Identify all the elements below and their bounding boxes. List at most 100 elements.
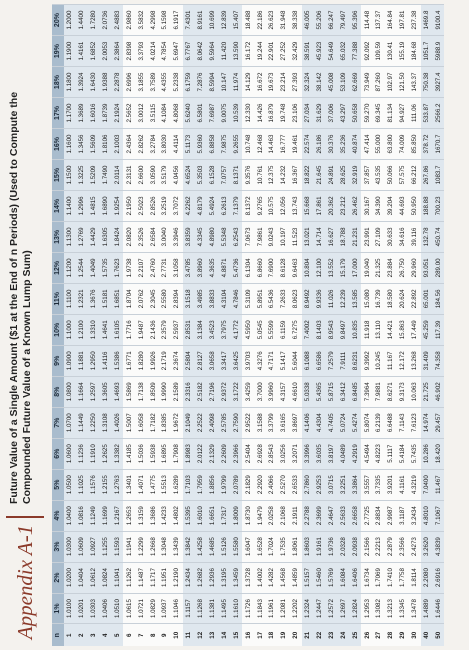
value-cell: 1.6305: [99, 221, 112, 253]
value-cell: 184.68: [408, 35, 421, 67]
value-cell: 14.714: [313, 221, 326, 253]
value-cell: 2.0053: [99, 35, 112, 67]
period-cell: 26: [361, 624, 374, 646]
value-cell: 8.1403: [313, 314, 326, 346]
value-cell: 1.3676: [87, 283, 100, 315]
period-cell: 15: [230, 624, 243, 646]
value-cell: 24.891: [325, 159, 338, 191]
value-cell: 1.2100: [75, 314, 88, 346]
value-cell: 184.56: [432, 283, 445, 315]
value-cell: 1.4685: [206, 531, 219, 563]
value-cell: 5.3109: [242, 283, 255, 315]
value-cell: 1.3082: [373, 593, 385, 624]
value-cell: 1.2081: [277, 593, 290, 624]
value-cell: 1.8509: [147, 376, 160, 408]
value-cell: 14.426: [254, 97, 267, 129]
value-cell: 1.7182: [147, 407, 160, 439]
value-cell: 34.390: [373, 190, 385, 222]
value-cell: 10.539: [230, 97, 243, 129]
value-cell: 3.8030: [159, 128, 171, 160]
value-cell: 1.3439: [170, 531, 183, 563]
period-cell: 7: [135, 624, 148, 646]
value-cell: 3.7335: [373, 469, 385, 501]
value-cell: 10.245: [373, 345, 385, 377]
table-row: 15 1.1610 1.3459 1.5580 1.8009 2.0789 2.3966 2.…: [230, 4, 243, 646]
period-cell: 27: [373, 624, 385, 646]
value-cell: 5.4365: [313, 376, 326, 408]
value-cell: 1.2434: [182, 562, 195, 594]
value-cell: 2.4364: [123, 128, 136, 160]
value-cell: 1.8280: [135, 345, 148, 377]
value-cell: 22.901: [266, 35, 278, 67]
value-cell: 3.2251: [337, 469, 350, 501]
value-cell: 5.6240: [182, 97, 195, 129]
value-cell: 1.3225: [75, 159, 88, 191]
value-cell: 1.2202: [289, 593, 302, 624]
value-cell: 5.0338: [301, 376, 314, 408]
value-cell: 8.1372: [242, 190, 255, 222]
value-cell: 3.6425: [230, 345, 243, 377]
value-cell: 2.7196: [206, 376, 219, 408]
value-cell: 7.1067: [432, 500, 445, 532]
value-cell: 2.5404: [242, 438, 255, 470]
period-cell: 10: [170, 624, 183, 646]
value-cell: 2566.2: [432, 97, 445, 129]
value-cell: 23.106: [289, 97, 302, 129]
value-cell: 1.7410: [384, 562, 397, 594]
value-cell: 4.7171: [266, 345, 278, 377]
value-cell: 6.1759: [182, 66, 195, 98]
value-cell: 2.1950: [123, 190, 136, 222]
value-cell: 8.6271: [384, 376, 397, 408]
value-cell: 26.623: [266, 4, 278, 36]
value-cell: 1.1249: [87, 500, 100, 532]
value-cell: 95.396: [349, 4, 362, 36]
value-cell: 1.4400: [75, 4, 88, 36]
column-header: 2%: [52, 562, 64, 594]
value-cell: 3.2519: [159, 190, 171, 222]
value-cell: 15.080: [361, 283, 374, 315]
value-cell: 1.5036: [135, 438, 148, 470]
value-cell: 5.0545: [254, 314, 267, 346]
value-cell: 2.4760: [147, 252, 160, 284]
value-cell: 16.777: [277, 128, 290, 160]
header-row: n 1% 2% 3% 4% 5% 6% 7% 8% 9% 10% 11% 12% 13% 14% 15% 16%…: [52, 4, 64, 646]
value-cell: 1.2155: [99, 469, 112, 501]
value-cell: 27.109: [373, 221, 385, 253]
value-cell: 9.8497: [337, 314, 350, 346]
value-cell: 27.034: [301, 97, 314, 129]
value-cell: 2.0328: [337, 531, 350, 563]
value-cell: 47.414: [361, 128, 374, 160]
value-cell: 85.850: [408, 128, 421, 160]
value-cell: 15.668: [301, 190, 314, 222]
value-cell: 94.927: [396, 97, 409, 129]
value-cell: 1.9254: [111, 190, 124, 222]
value-cell: 2.0938: [349, 531, 362, 563]
value-cell: 7.0400: [420, 469, 433, 501]
value-cell: 16.367: [289, 159, 302, 191]
value-cell: 1.1726: [242, 593, 255, 624]
value-cell: 2.8398: [123, 35, 136, 67]
value-cell: 1.1664: [75, 376, 88, 408]
value-cell: 10.286: [420, 438, 433, 470]
value-cell: 10.835: [349, 314, 362, 346]
value-cell: 3.8833: [206, 283, 219, 315]
value-cell: 1469.8: [420, 4, 433, 36]
value-cell: 1.4429: [87, 221, 100, 253]
value-cell: 2.5270: [277, 469, 290, 501]
value-cell: 7.0673: [242, 221, 255, 253]
value-cell: 14.129: [242, 66, 255, 98]
period-cell: 1: [63, 624, 76, 646]
value-cell: 1.2299: [135, 531, 148, 563]
value-cell: 15.407: [230, 4, 243, 36]
value-cell: 2.8262: [135, 128, 148, 160]
value-cell: 1.7138: [135, 376, 148, 408]
value-cell: 1.3605: [99, 376, 112, 408]
value-cell: 2.2213: [373, 531, 385, 563]
value-cell: 6.6488: [384, 407, 397, 439]
value-cell: 6.8858: [206, 128, 219, 160]
value-cell: 1.3382: [111, 438, 124, 470]
value-cell: 43.297: [337, 97, 350, 129]
value-cell: 2.4273: [408, 531, 421, 563]
table-row: 3 1.0303 1.0612 1.0927 1.1249 1.1576 1.1910 1.2…: [87, 4, 100, 646]
value-cell: 2.5785: [218, 407, 231, 439]
